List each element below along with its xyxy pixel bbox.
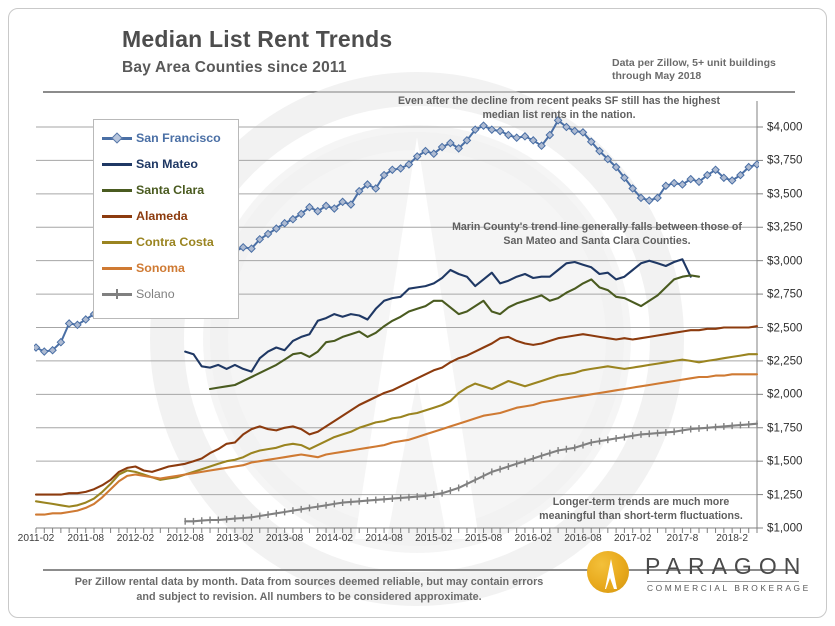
source-note: Data per Zillow, 5+ unit buildings throu… [612,57,776,82]
x-axis-label: 2012-02 [116,533,155,544]
legend-swatch-icon [102,236,132,248]
legend-label: Santa Clara [136,183,205,197]
legend-swatch-icon [102,210,132,222]
y-axis-label: $2,000 [767,387,803,401]
series-san-mateo [184,258,692,373]
annotation-marin: Marin County's trend line generally fall… [452,221,742,247]
paragon-logo-a-notch [606,578,614,589]
paragon-logo-rule [647,581,799,582]
y-axis-label: $2,750 [767,287,803,301]
legend-item-solano[interactable]: Solano [94,281,238,307]
legend-item-san-mateo[interactable]: San Mateo [94,151,238,177]
legend-item-contra-costa[interactable]: Contra Costa [94,229,238,255]
x-axis-label: 2018-2 [716,533,748,544]
y-axis-label: $1,750 [767,421,803,435]
paragon-tagline: COMMERCIAL BROKERAGE [647,583,811,593]
x-axis-label: 2016-02 [514,533,552,544]
legend-label: Sonoma [136,261,185,275]
y-axis-label: $2,250 [767,354,803,368]
y-axis-label: $1,000 [767,521,803,535]
legend-swatch-icon [102,184,132,196]
legend-label: Solano [136,287,175,301]
legend-swatch-icon [102,158,132,170]
x-axis-label: 2017-02 [613,533,652,544]
annotation-san-francisco: Even after the decline from recent peaks… [397,95,721,121]
y-axis-label: $3,000 [767,254,803,268]
x-axis-label: 2011-08 [67,533,105,544]
legend-label: Alameda [136,209,188,223]
x-axis-label: 2014-02 [315,533,354,544]
page-subtitle: Bay Area Counties since 2011 [122,59,347,76]
x-axis-label: 2011-02 [17,533,55,544]
y-axis-ticks [757,126,763,529]
legend-swatch-icon [102,262,132,274]
series-santa-clara [208,274,701,391]
paragon-wordmark: PARAGON [645,553,808,579]
legend-label: San Mateo [136,157,198,171]
legend-item-alameda[interactable]: Alameda [94,203,238,229]
x-axis-label: 2015-02 [415,533,453,544]
page-title: Median List Rent Trends [122,26,393,52]
annotation-longterm: Longer-term trends are much more meaning… [539,496,743,522]
footer-disclaimer: Per Zillow rental data by month. Data fr… [74,576,544,603]
y-axis-label: $3,750 [767,153,803,167]
legend-label: Contra Costa [136,235,214,249]
y-axis-label: $3,250 [767,220,803,234]
legend-swatch-icon [102,288,132,300]
legend-item-san-francisco[interactable]: San Francisco [94,125,238,151]
y-axis-label: $1,500 [767,454,803,468]
y-axis-label: $2,500 [767,321,803,334]
series-sonoma [34,373,759,516]
y-axis-label: $4,000 [767,120,803,134]
series-alameda [34,325,759,496]
x-axis-label: 2015-08 [464,533,503,544]
x-axis-ticks [35,528,758,533]
chart-legend: San Francisco San Mateo Santa Clara Alameda… [93,119,239,319]
x-axis-label: 2013-02 [216,533,254,544]
x-axis-label: 2012-08 [166,533,204,544]
y-axis-label: $3,500 [767,187,803,201]
paragon-logo-mark-icon [587,551,629,593]
legend-item-sonoma[interactable]: Sonoma [94,255,238,281]
series-solano [184,420,759,525]
watermark [150,72,684,606]
x-axis-label: 2016-08 [564,533,602,544]
x-axis-label: 2014-08 [365,533,403,544]
legend-item-santa-clara[interactable]: Santa Clara [94,177,238,203]
x-axis-label: 2017-8 [666,533,699,544]
legend-swatch-icon [102,132,132,144]
footer-divider [43,569,795,571]
y-axis-label: $1,250 [767,488,803,502]
legend-label: San Francisco [136,131,221,145]
paragon-logo: PARAGON COMMERCIAL BROKERAGE [587,549,817,599]
x-axis-label: 2013-08 [265,533,304,544]
chart-card: Median List Rent Trends Bay Area Countie… [8,8,827,618]
